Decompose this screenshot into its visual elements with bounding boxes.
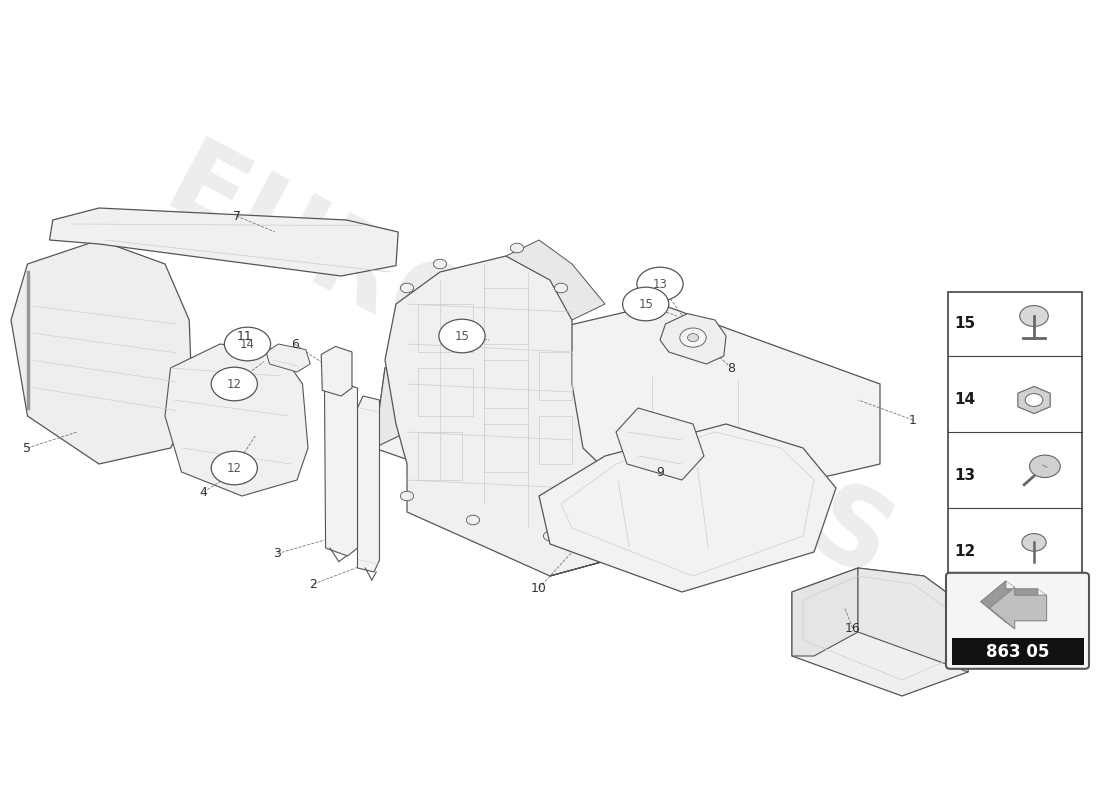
Circle shape <box>211 451 257 485</box>
Circle shape <box>400 491 414 501</box>
Polygon shape <box>165 344 308 496</box>
Circle shape <box>224 327 271 361</box>
Polygon shape <box>50 208 398 276</box>
Text: EUROSPARES: EUROSPARES <box>147 132 909 604</box>
Polygon shape <box>989 587 1046 629</box>
Circle shape <box>554 283 568 293</box>
Circle shape <box>433 259 447 269</box>
Circle shape <box>543 531 557 541</box>
Circle shape <box>623 287 669 321</box>
Text: 11: 11 <box>236 330 252 342</box>
Text: 13: 13 <box>652 278 668 290</box>
FancyBboxPatch shape <box>946 573 1089 669</box>
Polygon shape <box>374 352 418 448</box>
Circle shape <box>1030 455 1060 478</box>
Text: 12: 12 <box>954 545 976 559</box>
Polygon shape <box>1018 386 1050 414</box>
Polygon shape <box>385 256 638 576</box>
Text: 16: 16 <box>845 622 860 634</box>
Polygon shape <box>321 346 352 396</box>
Circle shape <box>400 283 414 293</box>
Polygon shape <box>506 240 605 320</box>
Circle shape <box>1020 306 1048 326</box>
Text: 1: 1 <box>909 414 917 426</box>
Text: 3: 3 <box>273 547 282 560</box>
Text: 15: 15 <box>638 298 653 310</box>
Text: 15: 15 <box>954 317 976 331</box>
Circle shape <box>688 334 698 342</box>
Text: 10: 10 <box>531 582 547 594</box>
Text: 863 05: 863 05 <box>986 643 1049 661</box>
Polygon shape <box>324 382 358 556</box>
Text: 12: 12 <box>227 378 242 390</box>
Polygon shape <box>980 581 1037 622</box>
Polygon shape <box>374 304 880 528</box>
Circle shape <box>211 367 257 401</box>
Circle shape <box>637 267 683 301</box>
Text: 14: 14 <box>240 338 255 350</box>
Polygon shape <box>11 240 192 464</box>
Polygon shape <box>539 424 836 592</box>
Circle shape <box>510 243 524 253</box>
Text: 7: 7 <box>232 210 241 222</box>
Circle shape <box>680 328 706 347</box>
Text: a passion for parts since 1985: a passion for parts since 1985 <box>387 386 713 574</box>
Polygon shape <box>358 396 379 572</box>
Circle shape <box>609 515 623 525</box>
Text: 5: 5 <box>23 442 32 454</box>
Text: 8: 8 <box>727 362 736 374</box>
Text: 2: 2 <box>309 578 318 590</box>
FancyBboxPatch shape <box>952 638 1084 665</box>
Polygon shape <box>660 314 726 364</box>
Circle shape <box>1025 394 1043 406</box>
Text: 4: 4 <box>199 486 208 498</box>
Polygon shape <box>266 344 310 372</box>
Text: 12: 12 <box>227 462 242 474</box>
Polygon shape <box>858 568 968 672</box>
Text: 9: 9 <box>656 466 664 478</box>
Text: 15: 15 <box>454 330 470 342</box>
Polygon shape <box>550 480 660 576</box>
Polygon shape <box>616 408 704 480</box>
Circle shape <box>1022 534 1046 551</box>
Polygon shape <box>792 568 968 696</box>
Text: 13: 13 <box>954 469 976 483</box>
Polygon shape <box>792 568 858 656</box>
Text: 14: 14 <box>954 393 976 407</box>
Circle shape <box>466 515 480 525</box>
Text: 6: 6 <box>290 338 299 350</box>
Circle shape <box>439 319 485 353</box>
